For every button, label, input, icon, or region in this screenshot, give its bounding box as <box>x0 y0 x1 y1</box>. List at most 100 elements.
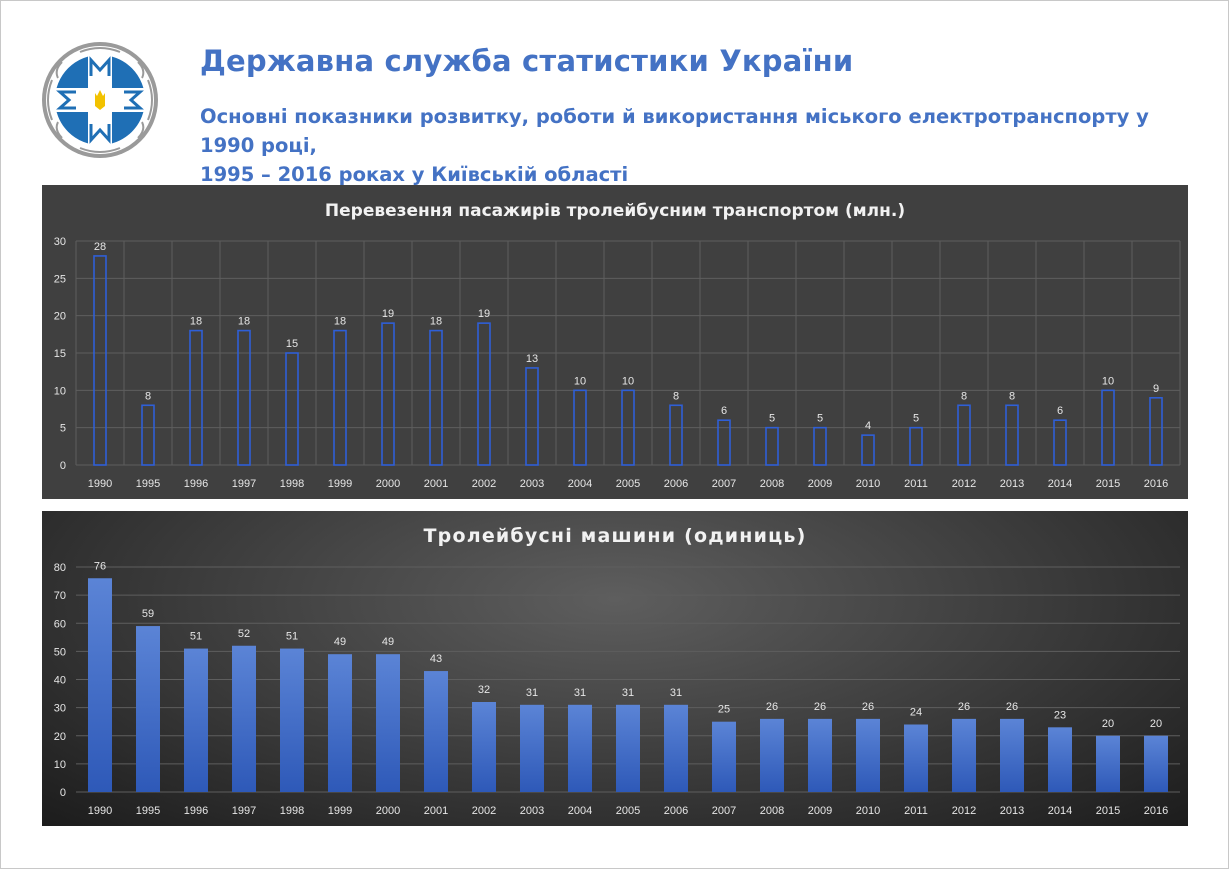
data-label: 15 <box>286 338 298 350</box>
bar <box>88 578 112 792</box>
data-label: 59 <box>142 608 154 620</box>
bar <box>1144 735 1168 792</box>
x-tick-label: 2008 <box>760 805 784 817</box>
x-tick-label: 1996 <box>184 478 208 490</box>
bar <box>1149 397 1163 466</box>
x-tick-label: 1995 <box>136 478 160 490</box>
y-tick-label: 0 <box>60 460 66 472</box>
bar <box>957 404 971 466</box>
x-tick-label: 2006 <box>664 805 688 817</box>
bar <box>856 718 880 792</box>
passenger-transport-chart: Перевезення пасажирів тролейбусним транс… <box>42 185 1188 499</box>
bar <box>669 404 683 466</box>
x-tick-label: 2009 <box>808 478 832 490</box>
bar <box>237 329 251 466</box>
bar <box>717 419 731 466</box>
y-tick-label: 5 <box>60 423 66 435</box>
bar <box>381 322 395 466</box>
trolleybus-fleet-chart-svg: Тролейбусні машини (одиниць) 0 10 20 30 40 50 6… <box>54 525 1180 817</box>
data-label: 31 <box>622 687 634 699</box>
bar <box>424 671 448 792</box>
data-label: 4 <box>865 420 871 432</box>
x-tick-label: 2015 <box>1096 805 1120 817</box>
data-label: 43 <box>430 653 442 665</box>
x-tick-label: 2010 <box>856 478 880 490</box>
data-label: 10 <box>1102 375 1114 387</box>
data-label: 25 <box>718 704 730 716</box>
bar <box>1101 389 1115 466</box>
data-label: 31 <box>526 687 538 699</box>
x-tick-label: 2005 <box>616 805 640 817</box>
x-tick-label: 2002 <box>472 478 496 490</box>
bar <box>1096 735 1120 792</box>
x-tick-label: 2000 <box>376 478 400 490</box>
bar <box>472 702 496 792</box>
data-label: 28 <box>94 241 106 253</box>
x-tick-label: 1997 <box>232 478 256 490</box>
x-tick-label: 2012 <box>952 478 976 490</box>
y-tick-label: 40 <box>54 675 66 687</box>
y-tick-label: 0 <box>60 787 66 799</box>
x-tick-label: 2006 <box>664 478 688 490</box>
x-tick-label: 2001 <box>424 478 448 490</box>
data-label: 31 <box>670 687 682 699</box>
x-tick-label: 2003 <box>520 478 544 490</box>
bar <box>280 648 304 792</box>
report-subtitle: Основні показники розвитку, роботи й вик… <box>200 102 1190 189</box>
data-label: 10 <box>574 375 586 387</box>
trolleybus-fleet-chart: Тролейбусні машини (одиниць) 0 10 20 30 40 50 6… <box>42 511 1188 826</box>
x-tick-label: 1999 <box>328 805 352 817</box>
data-label: 5 <box>817 413 823 425</box>
data-label: 20 <box>1150 718 1162 730</box>
y-tick-label: 50 <box>54 646 66 658</box>
data-label: 18 <box>430 316 442 328</box>
data-label: 6 <box>1057 405 1063 417</box>
chart-title: Перевезення пасажирів тролейбусним транс… <box>325 201 905 221</box>
x-tick-label: 2016 <box>1144 478 1168 490</box>
bar <box>520 704 544 792</box>
bar <box>376 654 400 792</box>
x-tick-label: 2000 <box>376 805 400 817</box>
data-label: 18 <box>238 316 250 328</box>
data-label: 13 <box>526 353 538 365</box>
bar <box>909 426 923 466</box>
bar <box>760 718 784 792</box>
x-tick-label: 2007 <box>712 805 736 817</box>
bar <box>616 704 640 792</box>
data-label: 19 <box>478 308 490 320</box>
x-tick-label: 2015 <box>1096 478 1120 490</box>
bar <box>1048 727 1072 792</box>
bar <box>525 367 539 466</box>
y-tick-label: 30 <box>54 703 66 715</box>
x-tick-label: 1995 <box>136 805 160 817</box>
data-label: 26 <box>814 701 826 713</box>
chart-title: Тролейбусні машини (одиниць) <box>423 525 806 547</box>
x-tick-label: 1997 <box>232 805 256 817</box>
x-tick-label: 2003 <box>520 805 544 817</box>
derzhstat-emblem-icon <box>42 42 158 158</box>
x-tick-label: 1996 <box>184 805 208 817</box>
data-label: 51 <box>190 631 202 643</box>
data-label: 26 <box>1006 701 1018 713</box>
bar <box>573 389 587 466</box>
agency-name: Державна служба статистики України <box>200 44 854 78</box>
x-tick-label: 1999 <box>328 478 352 490</box>
data-label: 24 <box>910 707 922 719</box>
y-tick-label: 80 <box>54 562 66 574</box>
bar <box>664 704 688 792</box>
bar <box>285 352 299 466</box>
report-subtitle-line1: Основні показники розвитку, роботи й вик… <box>200 105 1149 157</box>
bar <box>328 654 352 792</box>
bar <box>568 704 592 792</box>
bar <box>1005 404 1019 466</box>
bar <box>333 329 347 466</box>
bar <box>1053 419 1067 466</box>
y-tick-label: 10 <box>54 759 66 771</box>
x-tick-label: 1998 <box>280 478 304 490</box>
x-tick-label: 2012 <box>952 805 976 817</box>
y-tick-label: 15 <box>54 348 66 360</box>
bar <box>136 626 160 792</box>
x-tick-label: 2014 <box>1048 478 1072 490</box>
data-label: 8 <box>961 390 967 402</box>
bar <box>712 721 736 792</box>
